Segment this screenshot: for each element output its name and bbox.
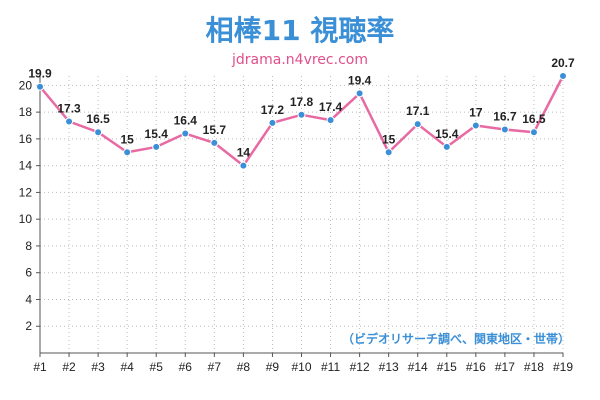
data-point [384, 148, 393, 157]
y-tick-label: 14 [19, 159, 33, 173]
x-tick-label: #19 [553, 360, 573, 374]
data-point [181, 129, 190, 138]
data-labels: 19.9 17.3 16.5 15 15.4 16.4 15.7 14 17.2 17.8 17.4… [28, 56, 575, 160]
y-tick-label: 4 [25, 292, 32, 306]
y-tick-label: 2 [25, 319, 32, 333]
chart-title: 相棒11 視聴率 [206, 14, 395, 47]
x-tick-label: #15 [437, 360, 457, 374]
data-point [239, 161, 248, 170]
data-point [355, 89, 364, 98]
y-tick-label: 20 [19, 78, 33, 92]
x-tick-label: #4 [120, 360, 134, 374]
data-point [529, 128, 538, 137]
data-label: 16.5 [522, 112, 546, 126]
data-point [152, 142, 161, 151]
data-point [65, 117, 74, 126]
data-point [123, 148, 132, 157]
x-tick-label: #9 [266, 360, 280, 374]
x-tick-label: #5 [150, 360, 164, 374]
data-point [268, 118, 277, 127]
data-point [297, 110, 306, 119]
x-tick-label: #1 [33, 360, 47, 374]
x-tick-label: #14 [408, 360, 428, 374]
data-label: 15 [120, 132, 134, 146]
data-points [36, 72, 567, 170]
data-label: 16.5 [86, 112, 110, 126]
data-point [471, 121, 480, 130]
source-note: （ビデオリサーチ調べ、関東地区・世帯） [342, 331, 570, 346]
data-point [559, 72, 567, 80]
x-tick-label: #6 [179, 360, 193, 374]
x-tick-label: #3 [91, 360, 105, 374]
x-tick-label: #8 [237, 360, 251, 374]
chart-subtitle: jdrama.n4vrec.com [231, 52, 368, 68]
x-tick-label: #12 [350, 360, 370, 374]
data-label: 17.3 [57, 101, 81, 115]
data-point [94, 128, 103, 137]
x-tick-label: #11 [321, 360, 340, 374]
x-tick-label: #2 [62, 360, 76, 374]
data-label: 19.9 [28, 67, 52, 81]
x-tick-label: #7 [208, 360, 222, 374]
data-point [210, 138, 219, 147]
data-label: 15.4 [435, 127, 459, 141]
data-label: 17.4 [319, 100, 343, 114]
x-tick-labels: #1 #2 #3 #4 #5 #6 #7 #8 #9 #10 #11 #12 #13 #14 #15 #16 #… [33, 353, 573, 374]
data-point [442, 142, 451, 151]
x-tick-label: #13 [379, 360, 399, 374]
data-point [326, 116, 335, 125]
y-tick-label: 8 [25, 239, 32, 253]
data-label: 17.8 [290, 95, 314, 109]
data-label: 16.4 [174, 114, 198, 128]
x-tick-label: #17 [495, 360, 515, 374]
y-tick-label: 6 [25, 266, 32, 280]
data-label: 15 [382, 132, 396, 146]
data-point [500, 125, 509, 134]
x-tick-label: #16 [466, 360, 486, 374]
y-tick-label: 10 [19, 212, 33, 226]
data-label: 14 [237, 146, 251, 160]
data-label: 19.4 [348, 73, 372, 87]
x-tick-label: #10 [291, 360, 311, 374]
y-tick-labels: 2 4 6 8 10 12 14 16 18 20 [19, 78, 40, 333]
data-label: 16.7 [493, 110, 517, 124]
y-tick-label: 12 [19, 185, 33, 199]
data-point [413, 120, 422, 129]
x-tick-label: #18 [524, 360, 544, 374]
data-label: 20.7 [551, 56, 575, 70]
data-label: 15.7 [203, 123, 227, 137]
data-label: 15.4 [145, 127, 169, 141]
data-point [36, 82, 44, 91]
data-label: 17 [469, 106, 483, 120]
data-label: 17.1 [406, 104, 430, 118]
data-label: 17.2 [261, 103, 285, 117]
y-tick-label: 18 [19, 105, 33, 119]
y-tick-label: 16 [19, 132, 33, 146]
